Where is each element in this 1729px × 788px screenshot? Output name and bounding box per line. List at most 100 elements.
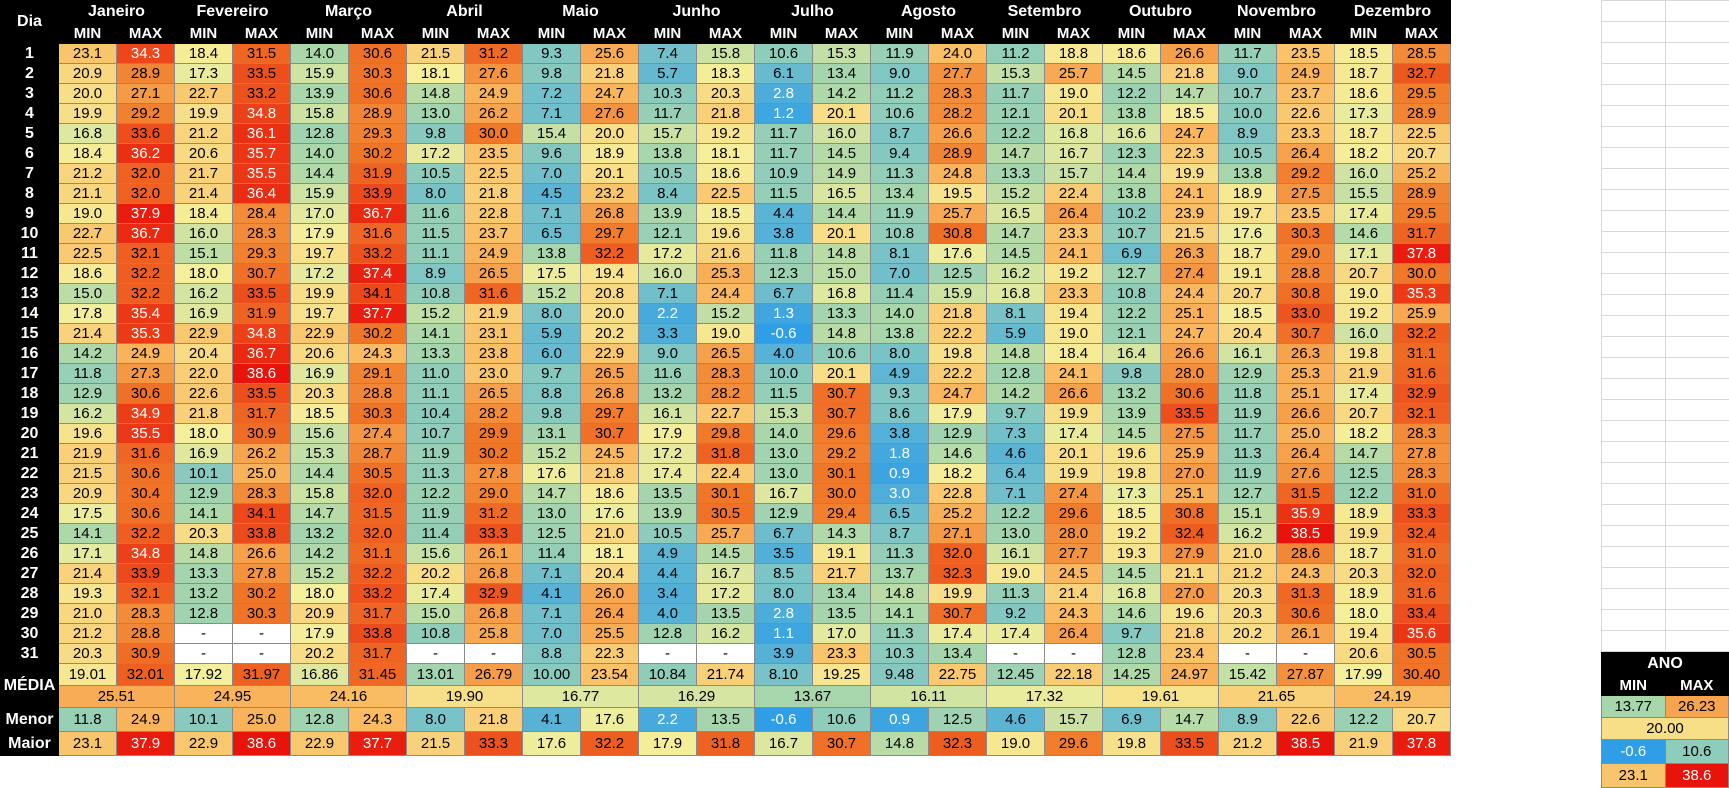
temp-cell[interactable]: 17.6 <box>928 243 987 264</box>
temp-cell[interactable]: 20.3 <box>1218 603 1277 624</box>
temp-cell[interactable]: 20.6 <box>290 343 349 364</box>
temp-cell[interactable]: 21.0 <box>1218 543 1277 564</box>
temp-cell[interactable]: 12.3 <box>1102 143 1161 164</box>
menor-cell[interactable]: 10.6 <box>812 707 871 732</box>
temp-cell[interactable]: 13.9 <box>638 203 697 224</box>
temp-cell[interactable]: 13.3 <box>406 343 465 364</box>
temp-cell[interactable]: 14.8 <box>870 583 929 604</box>
temp-cell[interactable]: 19.9 <box>290 283 349 304</box>
temp-cell[interactable]: 22.5 <box>464 163 523 184</box>
media-cell[interactable]: 15.42 <box>1218 663 1277 686</box>
temp-cell[interactable]: 11.3 <box>870 623 929 644</box>
year-media-max[interactable]: 26.23 <box>1664 695 1729 718</box>
temp-cell[interactable]: 35.7 <box>232 143 291 164</box>
temp-cell[interactable]: 10.5 <box>406 163 465 184</box>
temp-cell[interactable]: 27.7 <box>928 63 987 84</box>
temp-cell[interactable]: 13.5 <box>638 483 697 504</box>
temp-cell[interactable]: 23.3 <box>1044 283 1103 304</box>
temp-cell[interactable]: 26.6 <box>232 543 291 564</box>
temp-cell[interactable]: 19.0 <box>986 563 1045 584</box>
temp-cell[interactable]: 13.4 <box>812 583 871 604</box>
temp-cell[interactable]: 34.1 <box>348 283 407 304</box>
temp-cell[interactable]: - <box>174 643 233 664</box>
temp-cell[interactable]: 19.3 <box>1102 543 1161 564</box>
temp-cell[interactable]: 21.0 <box>58 603 117 624</box>
temp-cell[interactable]: 30.1 <box>812 463 871 484</box>
temp-cell[interactable]: 26.5 <box>464 383 523 404</box>
temp-cell[interactable]: 29.3 <box>348 123 407 144</box>
temp-cell[interactable]: 20.3 <box>696 83 755 104</box>
temp-cell[interactable]: 7.1 <box>522 603 581 624</box>
temp-cell[interactable]: 32.1 <box>116 583 175 604</box>
temp-cell[interactable]: 19.8 <box>1334 343 1393 364</box>
temp-cell[interactable]: 22.6 <box>174 383 233 404</box>
temp-cell[interactable]: 8.9 <box>1218 123 1277 144</box>
temp-cell[interactable]: 2.8 <box>754 603 813 624</box>
media-cell[interactable]: 12.45 <box>986 663 1045 686</box>
temp-cell[interactable]: 26.6 <box>928 123 987 144</box>
temp-cell[interactable]: 32.4 <box>1160 523 1219 544</box>
temp-cell[interactable]: 29.0 <box>1276 243 1335 264</box>
temp-cell[interactable]: 30.7 <box>1276 323 1335 344</box>
temp-cell[interactable]: 9.2 <box>986 603 1045 624</box>
temp-cell[interactable]: 24.3 <box>1044 603 1103 624</box>
temp-cell[interactable]: 12.8 <box>1102 643 1161 664</box>
temp-cell[interactable]: 22.2 <box>928 323 987 344</box>
temp-cell[interactable]: 13.7 <box>870 563 929 584</box>
temp-cell[interactable]: 21.8 <box>1160 623 1219 644</box>
temp-cell[interactable]: 25.9 <box>1392 303 1451 324</box>
temp-cell[interactable]: 14.1 <box>58 523 117 544</box>
temp-cell[interactable]: 17.5 <box>58 503 117 524</box>
temp-cell[interactable]: 22.0 <box>174 363 233 384</box>
temp-cell[interactable]: 18.1 <box>696 143 755 164</box>
menor-cell[interactable]: 25.0 <box>232 707 291 732</box>
temp-cell[interactable]: 14.2 <box>290 543 349 564</box>
temp-cell[interactable]: 10.6 <box>812 343 871 364</box>
temp-cell[interactable]: 25.1 <box>1160 303 1219 324</box>
temp-cell[interactable]: 11.6 <box>638 363 697 384</box>
temp-cell[interactable]: 12.7 <box>1218 483 1277 504</box>
temp-cell[interactable]: 32.1 <box>1392 403 1451 424</box>
temp-cell[interactable]: 25.7 <box>696 523 755 544</box>
temp-cell[interactable]: 7.1 <box>638 283 697 304</box>
temp-cell[interactable]: 24.3 <box>1276 563 1335 584</box>
temp-cell[interactable]: 32.0 <box>348 523 407 544</box>
temp-cell[interactable]: 31.7 <box>1392 223 1451 244</box>
media-month-cell[interactable]: 25.51 <box>58 685 175 708</box>
temp-cell[interactable]: 27.6 <box>1276 463 1335 484</box>
temp-cell[interactable]: - <box>986 643 1045 664</box>
temp-cell[interactable]: - <box>464 643 523 664</box>
temp-cell[interactable]: 33.9 <box>348 183 407 204</box>
temp-cell[interactable]: 30.0 <box>1392 263 1451 284</box>
temp-cell[interactable]: 12.8 <box>174 603 233 624</box>
temp-cell[interactable]: 10.5 <box>638 163 697 184</box>
media-cell[interactable]: 19.25 <box>812 663 871 686</box>
temp-cell[interactable]: 29.0 <box>464 483 523 504</box>
temp-cell[interactable]: 30.8 <box>928 223 987 244</box>
temp-cell[interactable]: 15.3 <box>812 43 871 64</box>
temp-cell[interactable]: 19.4 <box>1044 303 1103 324</box>
temp-cell[interactable]: 11.3 <box>986 583 1045 604</box>
temp-cell[interactable]: 22.2 <box>928 363 987 384</box>
temp-cell[interactable]: 19.6 <box>696 223 755 244</box>
temp-cell[interactable]: 27.4 <box>1160 263 1219 284</box>
temp-cell[interactable]: - <box>406 643 465 664</box>
temp-cell[interactable]: 19.3 <box>58 583 117 604</box>
temp-cell[interactable]: 4.1 <box>522 583 581 604</box>
temp-cell[interactable]: 35.9 <box>1276 503 1335 524</box>
temp-cell[interactable]: 13.4 <box>870 183 929 204</box>
temp-cell[interactable]: 20.3 <box>290 383 349 404</box>
temp-cell[interactable]: 5.9 <box>986 323 1045 344</box>
temp-cell[interactable]: 32.3 <box>928 563 987 584</box>
temp-cell[interactable]: -0.6 <box>754 323 813 344</box>
menor-cell[interactable]: 8.0 <box>406 707 465 732</box>
temp-cell[interactable]: 30.5 <box>696 503 755 524</box>
temp-cell[interactable]: 14.3 <box>812 523 871 544</box>
temp-cell[interactable]: 13.8 <box>638 143 697 164</box>
temp-cell[interactable]: 17.1 <box>58 543 117 564</box>
temp-cell[interactable]: 34.3 <box>116 43 175 64</box>
temp-cell[interactable]: 14.2 <box>812 83 871 104</box>
temp-cell[interactable]: 13.4 <box>928 643 987 664</box>
temp-cell[interactable]: 3.5 <box>754 543 813 564</box>
temp-cell[interactable]: 33.5 <box>232 383 291 404</box>
